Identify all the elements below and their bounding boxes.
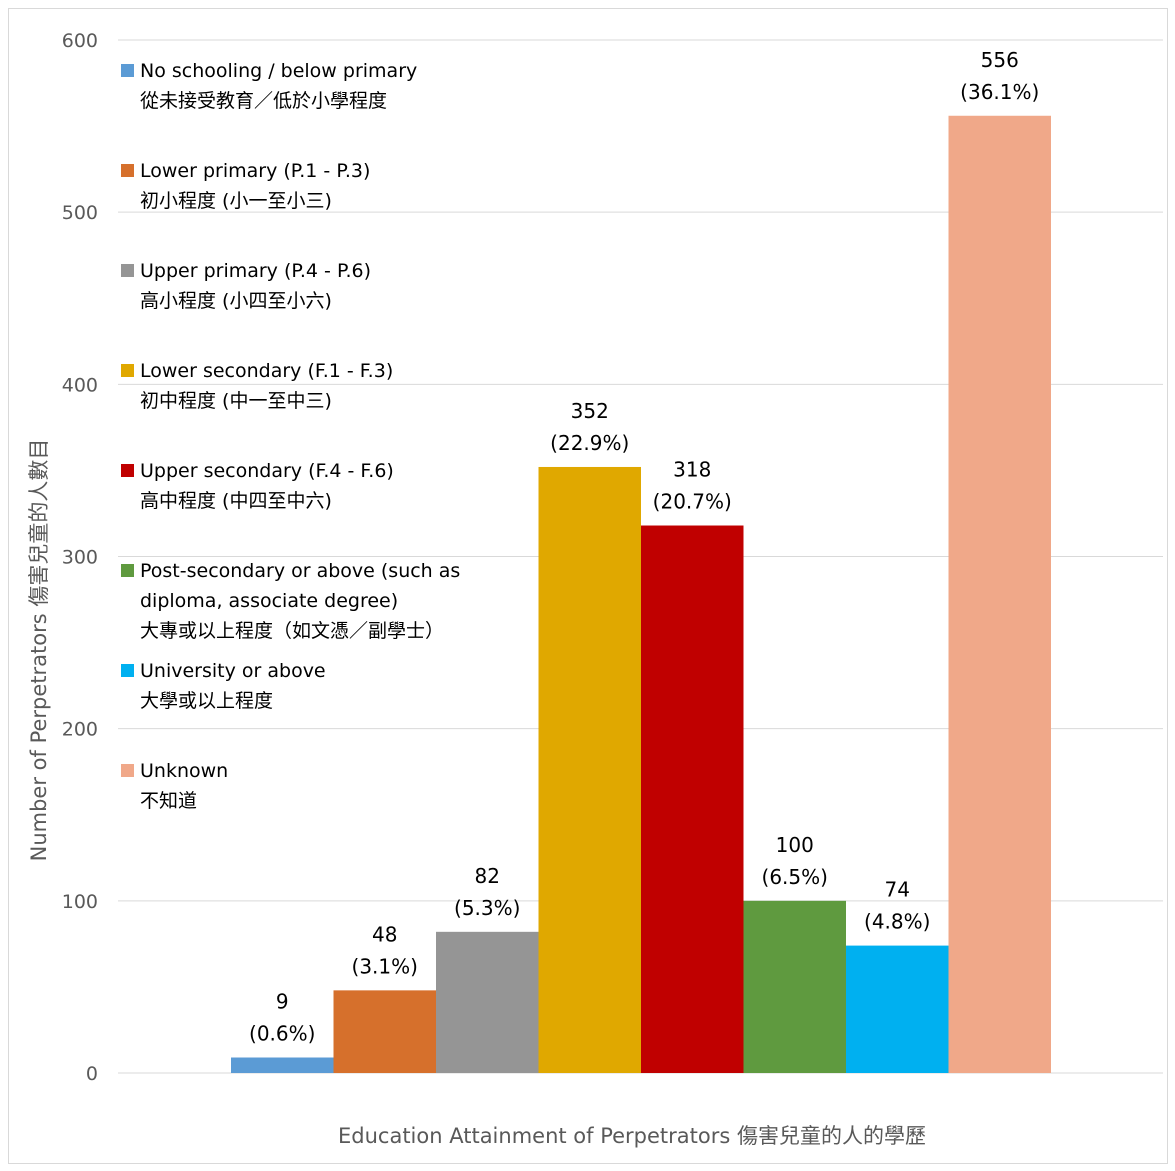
legend-label: 大學或以上程度 [140,690,273,712]
value-label: 82 [475,864,500,888]
y-axis-title: Number of Perpetrators 傷害兒童的人數目 [27,439,51,862]
bar-5 [641,525,744,1073]
legend-label: Upper primary (P.4 - P.6) [140,260,371,282]
y-tick-label: 400 [62,374,98,396]
legend-swatch [121,264,134,277]
legend-label: 從未接受教育／低於小學程度 [140,90,387,112]
value-label: 9 [276,990,289,1014]
legend-swatch [121,364,134,377]
bar-8 [948,115,1051,1073]
data-labels: 9 (0.6%) 48 (3.1%) 82 (5.3%) 352 (22.9%) 318 (20.… [249,48,1039,1046]
legend-item: Lower primary (P.1 - P.3) 初小程度 (小一至小三) [121,160,370,212]
legend-label: 初小程度 (小一至小三) [140,190,332,212]
y-tick-label: 100 [62,891,98,913]
percent-label: (4.8%) [864,910,930,934]
legend-item: Upper primary (P.4 - P.6) 高小程度 (小四至小六) [121,260,371,312]
legend-item: Lower secondary (F.1 - F.3) 初中程度 (中一至中三) [121,360,393,412]
legend-label: 不知道 [140,790,197,812]
legend-item: Post-secondary or above (such as diploma,… [121,560,460,642]
legend-label: Unknown [140,760,228,782]
legend-label: Lower primary (P.1 - P.3) [140,160,370,182]
legend-label: Lower secondary (F.1 - F.3) [140,360,393,382]
y-tick-label: 300 [62,547,98,569]
legend-swatch [121,164,134,177]
y-tick-label: 600 [62,30,98,52]
legend-swatch [121,764,134,777]
percent-label: (0.6%) [249,1022,315,1046]
legend-label: University or above [140,660,326,682]
bar-7 [846,945,949,1073]
percent-label: (5.3%) [454,896,520,920]
value-label: 100 [776,833,814,857]
bar-2 [333,990,436,1073]
bar-3 [436,931,539,1073]
value-label: 318 [673,458,711,482]
legend-label: No schooling / below primary [140,60,417,82]
percent-label: (36.1%) [960,80,1039,104]
value-label: 74 [885,878,910,902]
legend-item: University or above 大學或以上程度 [121,660,326,712]
bar-6 [743,900,846,1073]
legend-swatch [121,64,134,77]
legend-swatch [121,564,134,577]
bars [231,115,1051,1073]
legend-label: 大專或以上程度（如文憑／副學士） [140,620,444,642]
legend-swatch [121,664,134,677]
legend-item: Upper secondary (F.4 - F.6) 高中程度 (中四至中六) [121,460,394,512]
legend-item: Unknown 不知道 [121,760,228,812]
y-tick-label: 200 [62,719,98,741]
y-tick-label: 500 [62,202,98,224]
percent-label: (6.5%) [762,865,828,889]
x-axis-title: Education Attainment of Perpetrators 傷害兒… [338,1124,926,1148]
legend-swatch [121,464,134,477]
legend-label: 高中程度 (中四至中六) [140,490,332,512]
bar-4 [538,466,641,1073]
percent-label: (3.1%) [352,954,418,978]
y-tick-label: 0 [86,1063,98,1085]
value-label: 48 [372,922,397,946]
legend-label: Post-secondary or above (such as [140,560,460,582]
value-label: 352 [571,399,609,423]
legend: No schooling / below primary 從未接受教育／低於小學程… [121,60,460,812]
legend-item: No schooling / below primary 從未接受教育／低於小學程… [121,60,417,112]
percent-label: (20.7%) [653,490,732,514]
bar-1 [231,1057,334,1073]
y-axis-ticks: 0 100 200 300 400 500 600 [62,30,98,1085]
value-label: 556 [981,48,1019,72]
percent-label: (22.9%) [550,431,629,455]
legend-label: 高小程度 (小四至小六) [140,290,332,312]
legend-label: Upper secondary (F.4 - F.6) [140,460,394,482]
legend-label: 初中程度 (中一至中三) [140,390,332,412]
legend-label: diploma, associate degree) [140,590,398,612]
